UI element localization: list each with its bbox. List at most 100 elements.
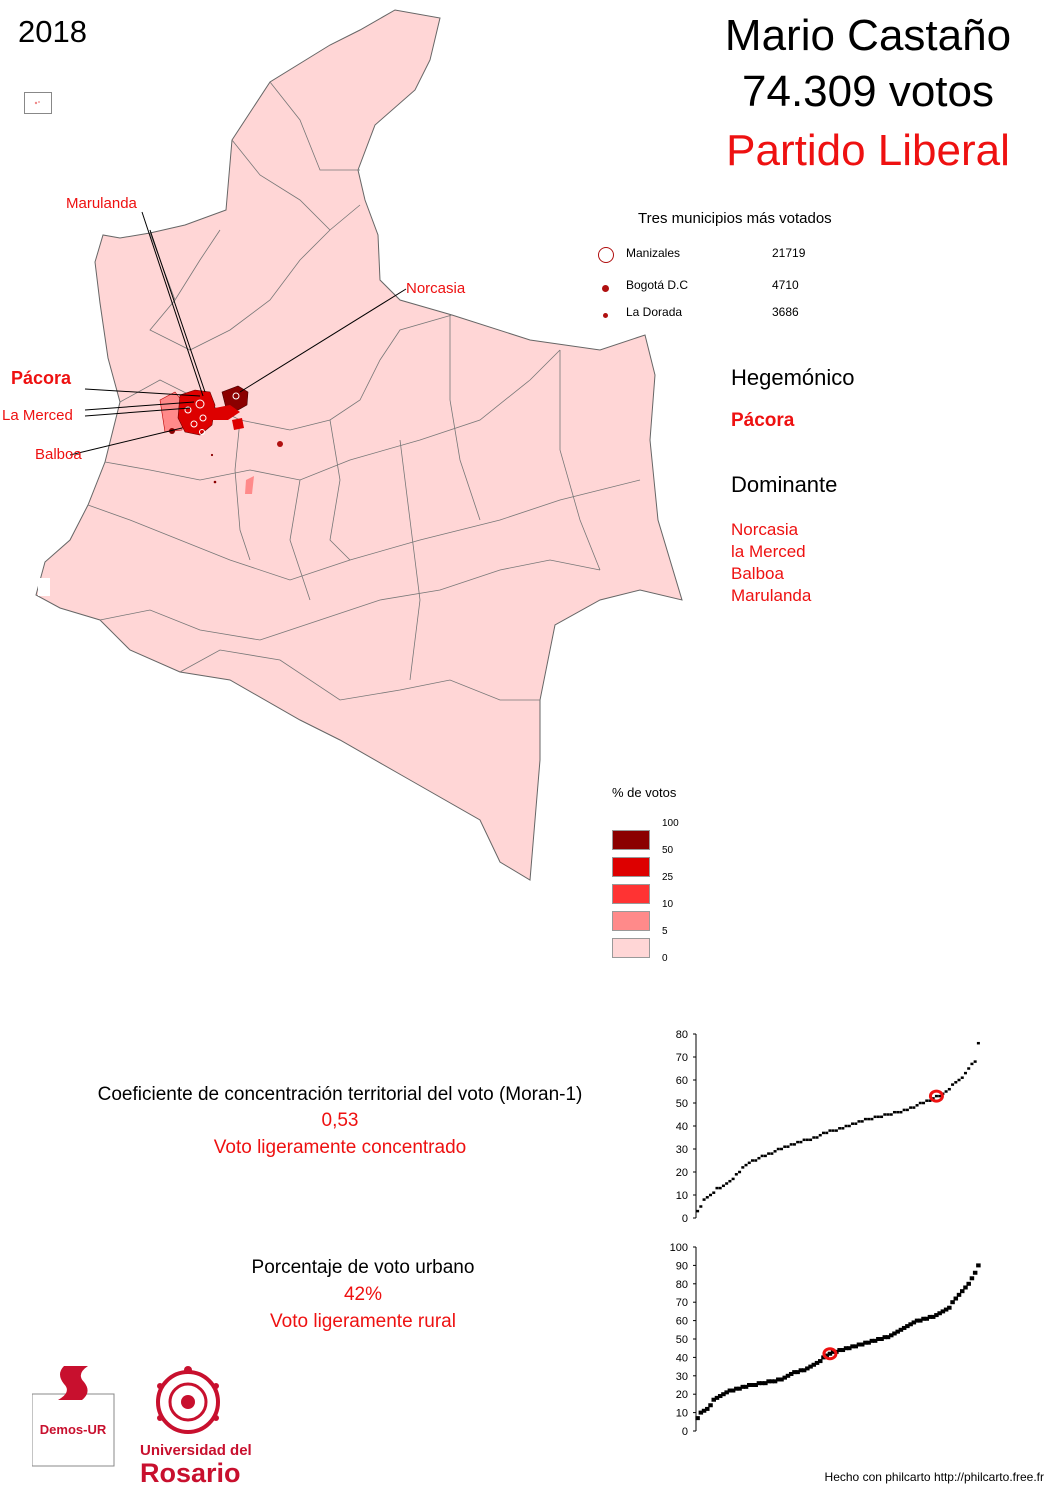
data-point [789, 1143, 793, 1146]
candidate-name: Mario Castaño [724, 11, 1012, 60]
data-point [928, 1099, 932, 1102]
data-point [914, 1318, 920, 1323]
dominant-item: Marulanda [731, 586, 812, 605]
data-point [737, 1386, 742, 1391]
data-point [808, 1364, 813, 1369]
y-tick-label: 70 [676, 1297, 688, 1309]
data-point [727, 1388, 733, 1393]
callout-balboa: Balboa [35, 446, 82, 463]
data-point [909, 1106, 913, 1109]
colombia-map [35, 9, 683, 881]
data-point [934, 1094, 938, 1098]
data-point [856, 1342, 862, 1347]
data-point [798, 1368, 804, 1373]
data-point [711, 1397, 716, 1402]
data-point [734, 1386, 739, 1391]
data-point [702, 1198, 706, 1201]
y-tick-label: 40 [676, 1121, 688, 1133]
dominant-item: Balboa [731, 564, 784, 583]
candidate-party: Partido Liberal [726, 126, 1010, 175]
data-point [927, 1314, 933, 1319]
islands-inset [24, 92, 52, 114]
rosario-emblem-icon [156, 1366, 220, 1434]
dominant-list: Norcasia la Merced Balboa Marulanda [731, 519, 811, 607]
data-point [805, 1138, 809, 1142]
data-point [705, 1406, 710, 1411]
data-point [967, 1067, 971, 1070]
data-point [915, 1104, 919, 1107]
data-point [785, 1373, 791, 1378]
urban-value: 42% [343, 1284, 383, 1305]
legend-swatch [612, 830, 650, 850]
legend-swatch [612, 911, 650, 931]
data-point [840, 1348, 846, 1353]
data-point [850, 1344, 855, 1349]
data-point [763, 1381, 768, 1386]
dominant-item: Norcasia [731, 520, 799, 539]
y-tick-label: 80 [676, 1029, 688, 1041]
municipality-name: Bogotá D.C [626, 278, 689, 292]
data-point [912, 1106, 916, 1109]
data-point [918, 1101, 922, 1105]
data-point [730, 1388, 736, 1393]
university-line2: Rosario [140, 1458, 241, 1488]
data-point [747, 1383, 752, 1387]
data-point [825, 1131, 829, 1135]
medium-dot-icon [602, 285, 609, 292]
data-point [756, 1381, 762, 1386]
municipality-votes: 3686 [772, 305, 799, 319]
data-point [814, 1360, 820, 1365]
data-point [783, 1145, 787, 1148]
y-tick-label: 60 [676, 1316, 688, 1328]
y-tick-label: 70 [676, 1052, 688, 1064]
data-point [885, 1335, 891, 1340]
data-point [744, 1163, 748, 1167]
data-point [837, 1348, 842, 1353]
y-tick-label: 40 [676, 1352, 688, 1364]
y-tick-label: 30 [676, 1371, 688, 1383]
data-point [695, 1416, 700, 1421]
data-point [851, 1122, 855, 1125]
data-point [708, 1403, 713, 1408]
data-point [815, 1136, 819, 1139]
data-point [908, 1322, 913, 1327]
data-point [788, 1371, 794, 1376]
data-point [896, 1110, 900, 1114]
urban-distribution-chart: 0 10 20 30 40 50 60 70 80 90 100 [670, 1242, 981, 1438]
data-point [724, 1390, 729, 1395]
y-tick-label: 50 [676, 1098, 688, 1110]
data-point [944, 1090, 948, 1093]
moran-description: Voto ligeramente concentrado [213, 1137, 467, 1158]
data-point [828, 1129, 832, 1132]
legend-swatch [612, 938, 650, 958]
data-point [818, 1359, 823, 1364]
data-point [922, 1101, 926, 1105]
data-point [827, 1351, 833, 1356]
data-point [776, 1147, 780, 1151]
y-tick-label: 50 [676, 1334, 688, 1346]
data-point [773, 1150, 777, 1153]
legend-swatch [612, 884, 650, 904]
data-point [779, 1377, 784, 1382]
data-point [818, 1133, 822, 1137]
data-point [870, 1117, 874, 1121]
data-point [892, 1331, 897, 1336]
moran-distribution-chart: 0 10 20 30 40 50 60 70 80 [676, 1029, 980, 1225]
data-point [847, 1346, 852, 1351]
data-point [709, 1193, 713, 1197]
data-point [905, 1324, 910, 1329]
callout-pacora: Pácora [11, 368, 72, 388]
data-point [812, 1136, 816, 1139]
candidate-block: Mario Castaño 74.309 votos Partido Liber… [698, 8, 1038, 182]
urban-title: Porcentaje de voto urbano [251, 1257, 475, 1278]
data-point [883, 1113, 887, 1116]
university-line1: Universidad del [140, 1442, 252, 1459]
data-point [769, 1379, 775, 1384]
data-point [876, 1337, 881, 1341]
legend-break: 5 [662, 926, 668, 937]
data-point [717, 1394, 723, 1399]
data-point [753, 1383, 758, 1387]
data-point [795, 1370, 800, 1375]
vote-symbols [184, 392, 283, 447]
data-point [772, 1379, 778, 1384]
